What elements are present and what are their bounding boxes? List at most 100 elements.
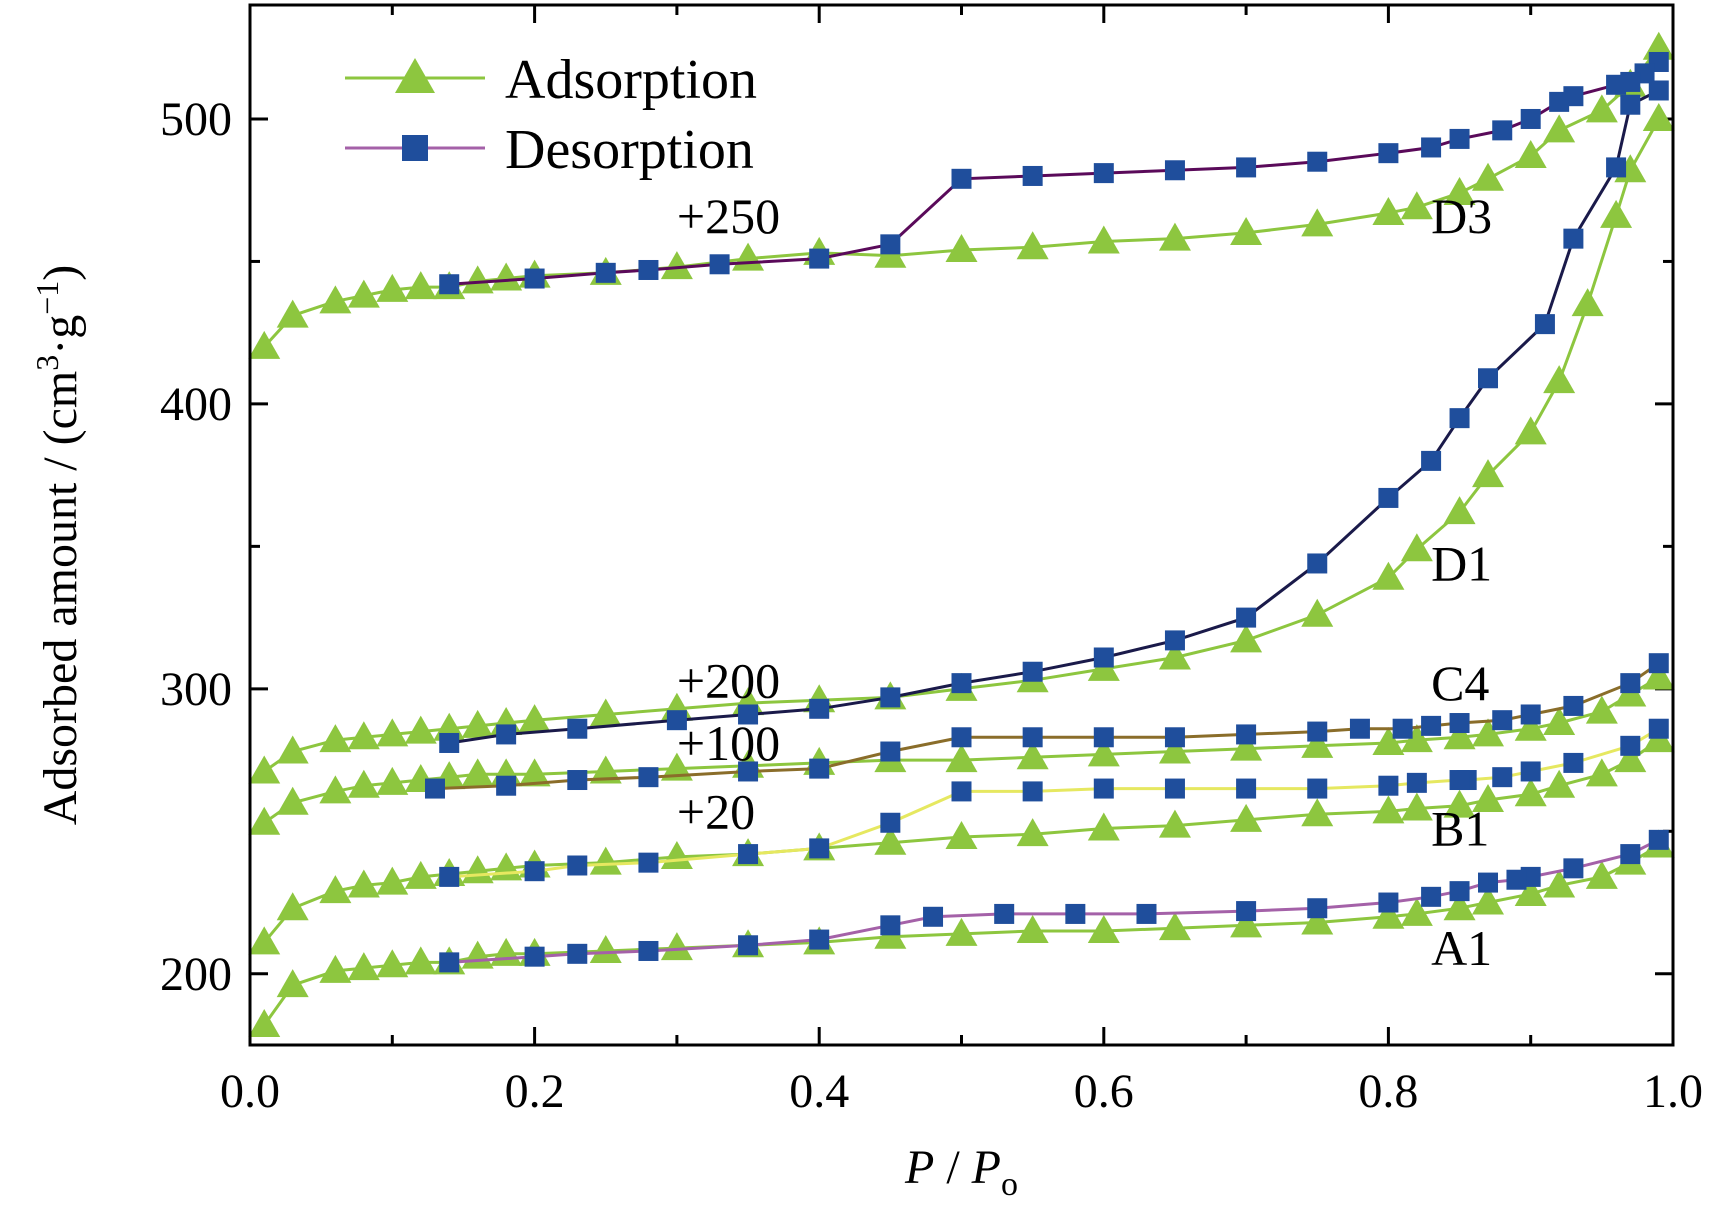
data-point-triangle xyxy=(404,860,437,889)
data-point-triangle xyxy=(404,715,437,744)
data-point-triangle xyxy=(1301,598,1334,627)
data-point-triangle xyxy=(1585,758,1618,787)
data-point-triangle xyxy=(376,766,409,795)
x-tick-label: 0.6 xyxy=(1074,1065,1134,1118)
data-point-square xyxy=(951,168,972,189)
data-point-triangle xyxy=(1571,288,1604,317)
data-point-triangle xyxy=(1301,906,1334,935)
data-point-square xyxy=(1022,727,1043,748)
data-point-triangle xyxy=(461,709,494,738)
data-point-square xyxy=(1065,903,1086,924)
data-point-triangle xyxy=(490,262,523,291)
data-point-square xyxy=(1648,80,1669,101)
data-point-triangle xyxy=(1016,818,1049,847)
data-point-square xyxy=(1506,869,1527,890)
data-point-square xyxy=(1520,761,1541,782)
legend-desorption-marker xyxy=(402,135,428,161)
data-point-square xyxy=(638,852,659,873)
data-point-square xyxy=(809,248,830,269)
series-a1-desorption xyxy=(439,829,1669,973)
data-point-triangle xyxy=(1301,208,1334,237)
data-point-triangle xyxy=(589,934,622,963)
data-point-triangle xyxy=(1443,721,1476,750)
data-point-square xyxy=(638,767,659,788)
data-point-square xyxy=(1449,128,1470,149)
data-point-square xyxy=(709,254,730,275)
data-point-triangle xyxy=(319,724,352,753)
legend: Adsorption Desorption xyxy=(345,49,757,181)
data-point-triangle xyxy=(1642,661,1675,690)
annotation-label: C4 xyxy=(1431,655,1489,711)
data-point-square xyxy=(1606,74,1627,95)
data-point-triangle xyxy=(376,273,409,302)
data-point-triangle xyxy=(1301,729,1334,758)
data-point-square xyxy=(1449,881,1470,902)
data-point-square xyxy=(994,903,1015,924)
data-point-square xyxy=(1449,408,1470,429)
data-point-square xyxy=(1236,778,1257,799)
data-point-triangle xyxy=(319,875,352,904)
data-point-triangle xyxy=(1400,897,1433,926)
data-point-square xyxy=(595,262,616,283)
data-point-triangle xyxy=(1514,778,1547,807)
data-point-triangle xyxy=(276,735,309,764)
data-point-triangle xyxy=(490,937,523,966)
data-point-square xyxy=(880,741,901,762)
data-point-square xyxy=(809,758,830,779)
series-d3-desorption xyxy=(439,51,1669,295)
data-point-triangle xyxy=(1443,892,1476,921)
data-point-square xyxy=(951,727,972,748)
data-point-square xyxy=(439,952,460,973)
data-point-square xyxy=(1164,630,1185,651)
data-point-triangle xyxy=(347,769,380,798)
data-point-square xyxy=(1563,228,1584,249)
data-point-square xyxy=(1093,778,1114,799)
data-point-triangle xyxy=(276,786,309,815)
data-point-square xyxy=(1620,844,1641,865)
data-point-triangle xyxy=(1443,496,1476,525)
data-point-triangle xyxy=(1372,795,1405,824)
y-tick-label: 400 xyxy=(160,378,232,431)
data-point-triangle xyxy=(248,755,281,784)
data-point-triangle xyxy=(1642,102,1675,131)
data-point-triangle xyxy=(1614,744,1647,773)
y-axis-label: Adsorbed amount / (cm3·g−1) xyxy=(29,265,87,826)
data-point-triangle xyxy=(347,952,380,981)
series-c4-desorption xyxy=(424,653,1669,799)
data-point-triangle xyxy=(1230,803,1263,832)
data-point-triangle xyxy=(1372,726,1405,755)
data-point-square xyxy=(1421,715,1442,736)
data-point-square xyxy=(1421,450,1442,471)
data-point-triangle xyxy=(1158,912,1191,941)
data-point-square xyxy=(1492,767,1513,788)
data-point-square xyxy=(1236,157,1257,178)
data-point-square xyxy=(1236,607,1257,628)
data-point-square xyxy=(439,274,460,295)
data-point-square xyxy=(738,844,759,865)
x-tick-label: 0.8 xyxy=(1358,1065,1418,1118)
legend-adsorption-marker xyxy=(395,58,435,93)
data-point-square xyxy=(524,268,545,289)
data-point-triangle xyxy=(945,917,978,946)
data-point-triangle xyxy=(1472,783,1505,812)
data-point-triangle xyxy=(589,698,622,727)
data-point-triangle xyxy=(319,775,352,804)
data-point-triangle xyxy=(248,926,281,955)
data-point-square xyxy=(1449,770,1470,791)
data-point-triangle xyxy=(1016,231,1049,260)
data-point-square xyxy=(1378,143,1399,164)
data-point-square xyxy=(1164,160,1185,181)
y-tick-label: 300 xyxy=(160,663,232,716)
data-point-square xyxy=(638,259,659,280)
data-point-triangle xyxy=(1158,735,1191,764)
data-point-square xyxy=(809,698,830,719)
legend-adsorption-label: Adsorption xyxy=(505,49,757,111)
data-point-triangle xyxy=(589,846,622,875)
data-point-triangle xyxy=(347,721,380,750)
data-point-triangle xyxy=(518,704,551,733)
data-point-triangle xyxy=(461,758,494,787)
data-point-square xyxy=(1093,647,1114,668)
data-point-triangle xyxy=(1585,860,1618,889)
annotation-layer: +250 +200 +100 +20 D3 D1 C4 B1 A1 xyxy=(677,188,1492,976)
data-point-triangle xyxy=(1372,197,1405,225)
